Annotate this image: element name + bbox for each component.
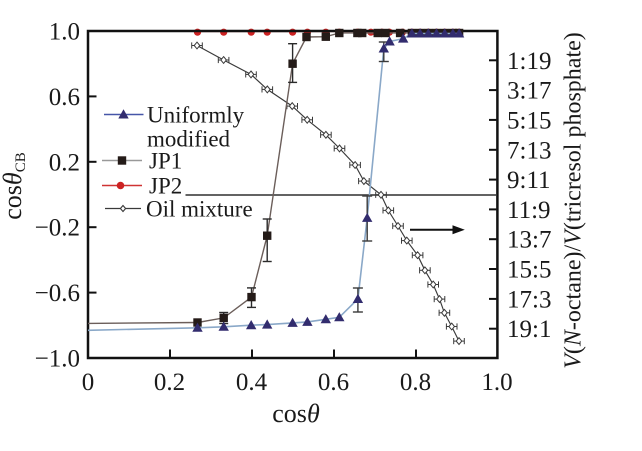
svg-text:1:19: 1:19 (507, 48, 551, 75)
svg-text:3:17: 3:17 (507, 78, 551, 105)
svg-text:JP1: JP1 (149, 149, 182, 174)
svg-text:0.2: 0.2 (49, 149, 80, 176)
svg-text:17:3: 17:3 (507, 286, 551, 313)
svg-text:0.4: 0.4 (236, 369, 268, 396)
svg-text:Uniformly: Uniformly (147, 103, 245, 128)
svg-text:V(N-octane)/V(tricresol phosph: V(N-octane)/V(tricresol phosphate) (561, 32, 587, 369)
svg-text:−1.0: −1.0 (35, 346, 80, 373)
svg-text:15:5: 15:5 (507, 257, 551, 284)
svg-text:1.0: 1.0 (481, 369, 512, 396)
svg-text:−0.2: −0.2 (35, 215, 80, 242)
svg-text:19:1: 19:1 (507, 316, 551, 343)
svg-text:0.2: 0.2 (154, 369, 185, 396)
svg-text:9:11: 9:11 (507, 167, 551, 194)
svg-text:JP2: JP2 (149, 174, 182, 199)
svg-text:0.6: 0.6 (49, 84, 80, 111)
svg-text:7:13: 7:13 (507, 137, 551, 164)
svg-text:cosθ: cosθ (272, 399, 320, 428)
svg-text:11:9: 11:9 (507, 197, 551, 224)
svg-text:0: 0 (82, 369, 95, 396)
svg-text:13:7: 13:7 (507, 227, 551, 254)
svg-text:modified: modified (147, 127, 231, 152)
svg-text:1.0: 1.0 (49, 19, 80, 46)
svg-text:−0.6: −0.6 (35, 280, 80, 307)
svg-text:0.8: 0.8 (400, 369, 431, 396)
svg-text:0.6: 0.6 (318, 369, 349, 396)
svg-text:Oil mixture: Oil mixture (146, 197, 253, 222)
svg-text:5:15: 5:15 (507, 107, 551, 134)
